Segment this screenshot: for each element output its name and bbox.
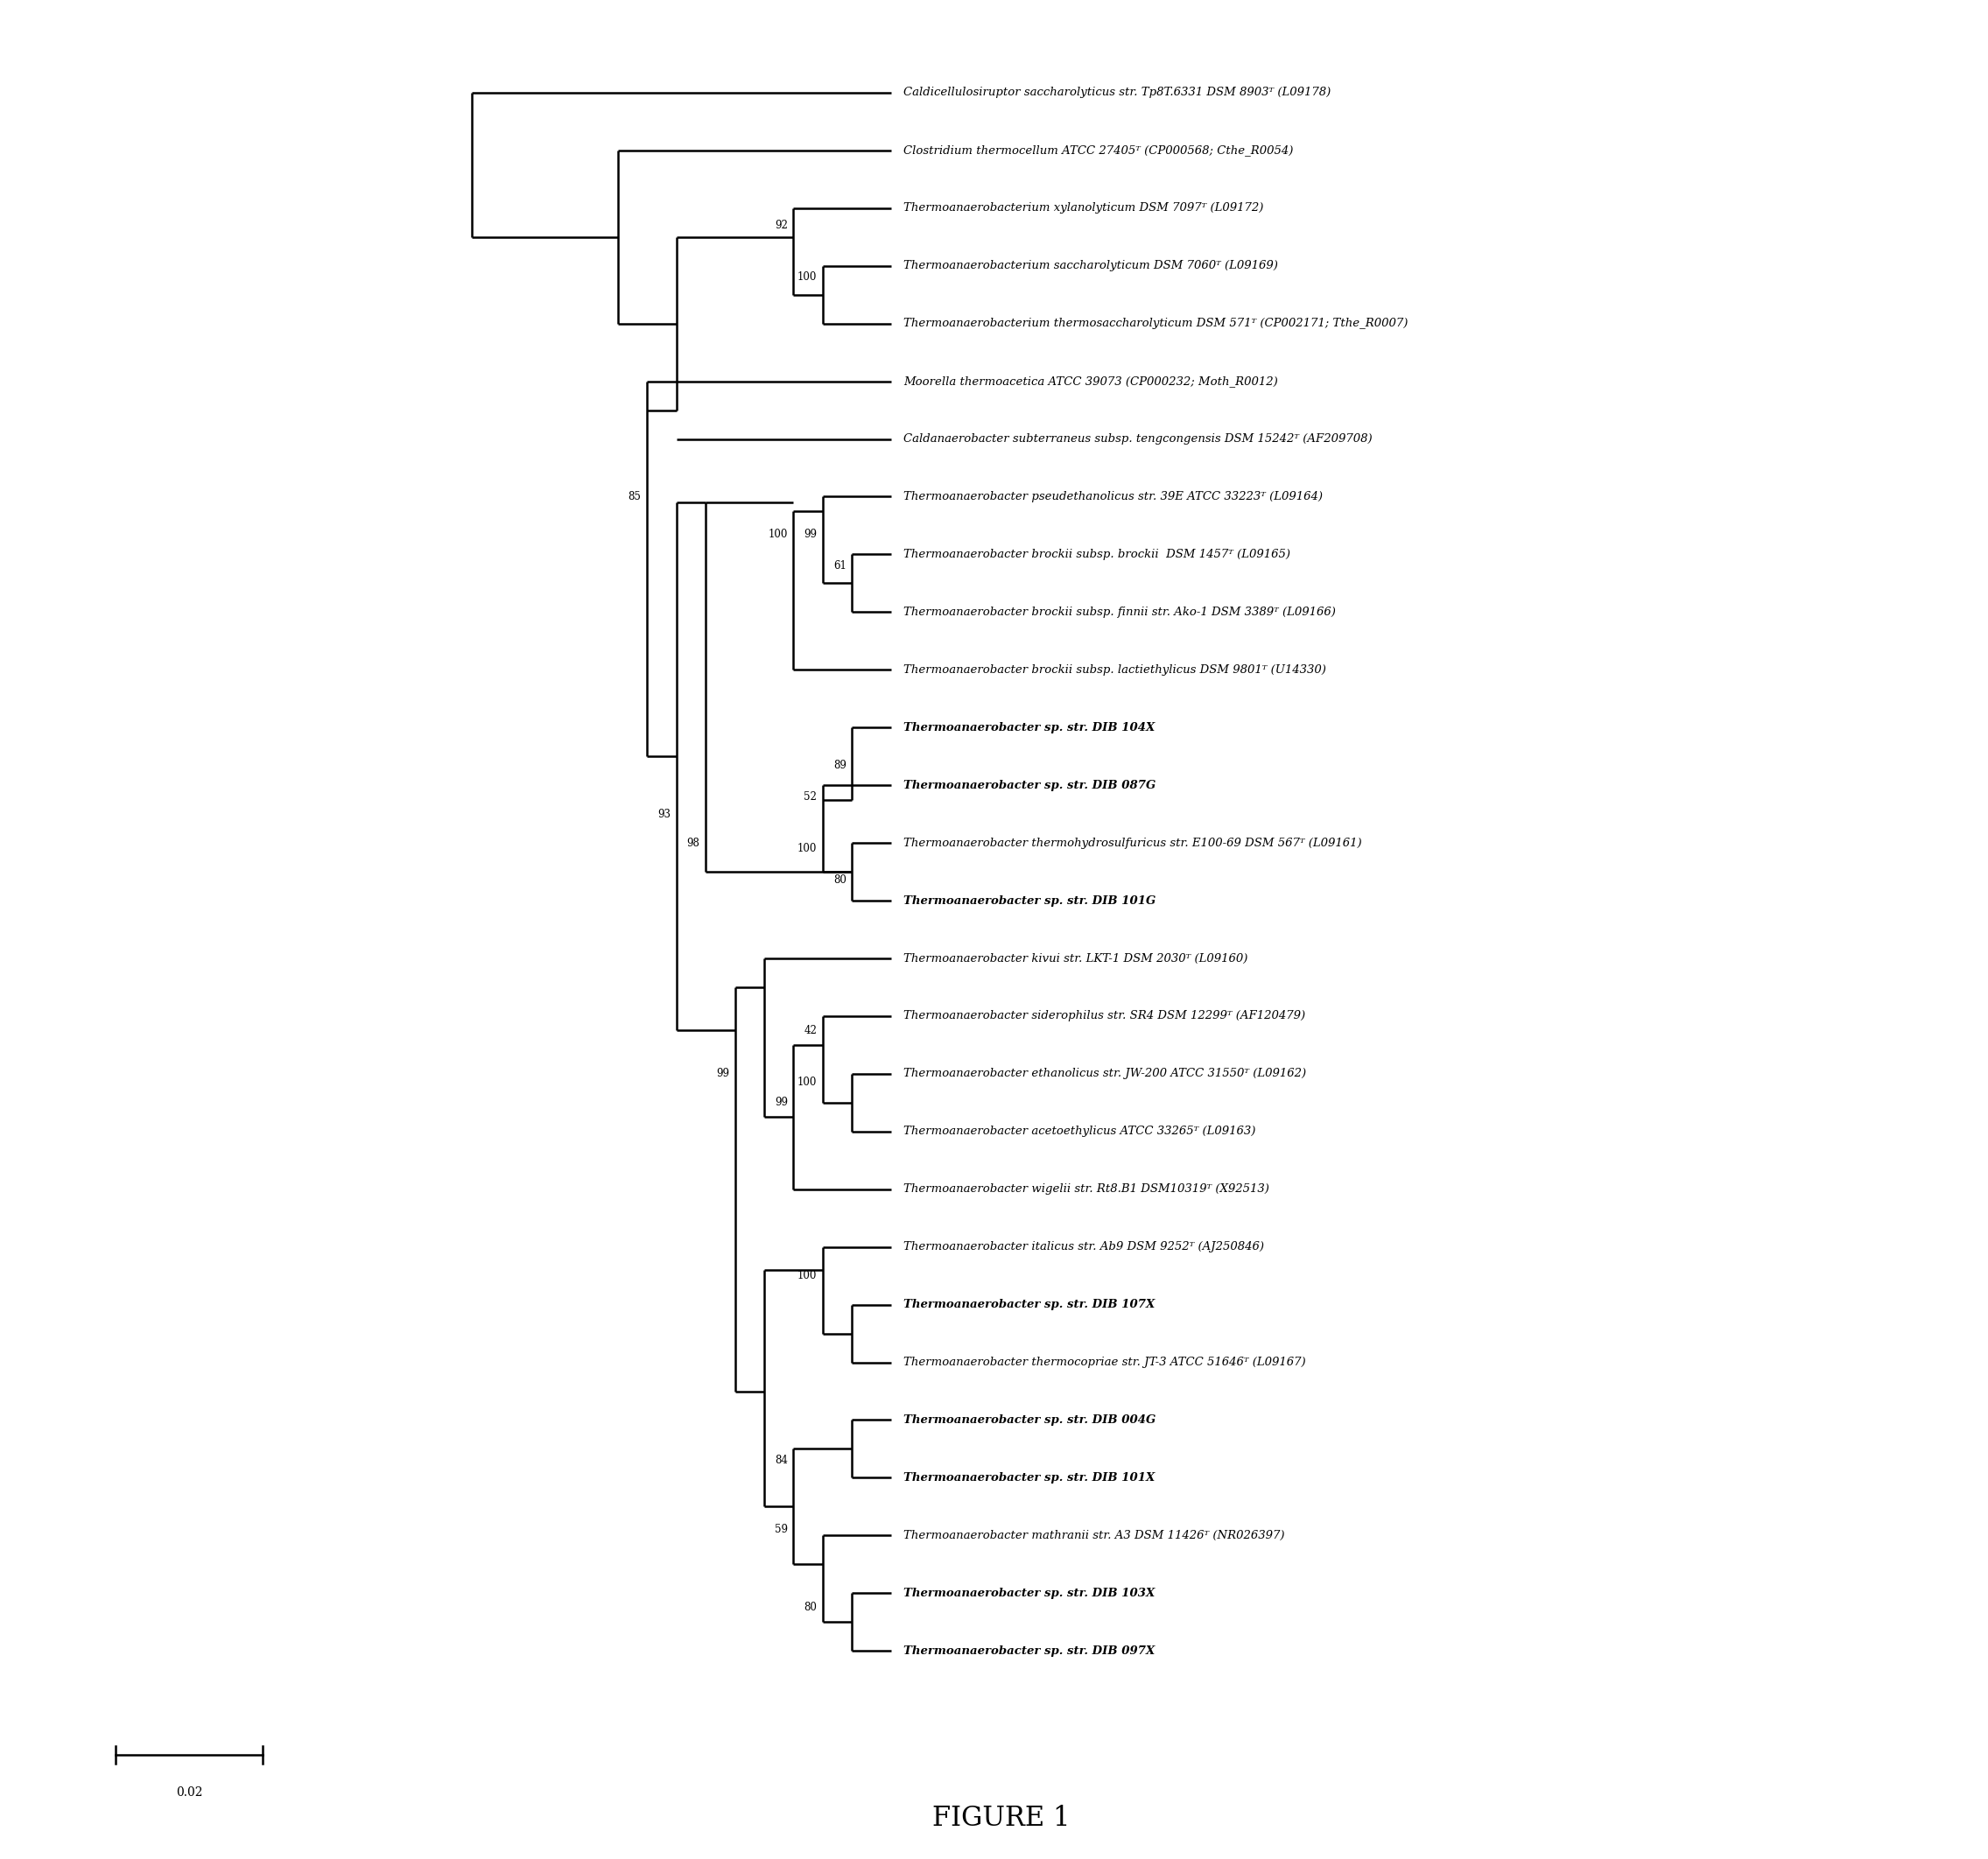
Text: 0.02: 0.02 [175,1786,203,1800]
Text: 98: 98 [686,837,700,848]
Text: 42: 42 [803,1024,817,1035]
Text: Caldanaerobacter subterraneus subsp. tengcongensis DSM 15242ᵀ (AF209708): Caldanaerobacter subterraneus subsp. ten… [903,433,1372,444]
Text: 100: 100 [797,1270,817,1281]
Text: 85: 85 [628,491,642,502]
Text: 80: 80 [833,876,847,887]
Text: Thermoanaerobacter mathranii str. A3 DSM 11426ᵀ (NR026397): Thermoanaerobacter mathranii str. A3 DSM… [903,1530,1284,1541]
Text: 100: 100 [797,842,817,855]
Text: 93: 93 [658,809,670,820]
Text: Thermoanaerobacter brockii subsp. brockii  DSM 1457ᵀ (L09165): Thermoanaerobacter brockii subsp. brocki… [903,548,1290,560]
Text: Thermoanaerobacter pseudethanolicus str. 39E ATCC 33223ᵀ (L09164): Thermoanaerobacter pseudethanolicus str.… [903,491,1322,502]
Text: Thermoanaerobacter sp. str. DIB 097X: Thermoanaerobacter sp. str. DIB 097X [903,1645,1155,1656]
Text: Thermoanaerobacter sp. str. DIB 104X: Thermoanaerobacter sp. str. DIB 104X [903,721,1155,732]
Text: Thermoanaerobacter thermohydrosulfuricus str. E100-69 DSM 567ᵀ (L09161): Thermoanaerobacter thermohydrosulfuricus… [903,837,1362,848]
Text: Thermoanaerobacter brockii subsp. finnii str. Ako-1 DSM 3389ᵀ (L09166): Thermoanaerobacter brockii subsp. finnii… [903,606,1336,617]
Text: Thermoanaerobacter ethanolicus str. JW-200 ATCC 31550ᵀ (L09162): Thermoanaerobacter ethanolicus str. JW-2… [903,1069,1306,1080]
Text: Thermoanaerobacter sp. str. DIB 101X: Thermoanaerobacter sp. str. DIB 101X [903,1472,1155,1483]
Text: 100: 100 [797,1076,817,1088]
Text: 59: 59 [775,1524,787,1536]
Text: FIGURE 1: FIGURE 1 [932,1805,1070,1831]
Text: Thermoanaerobacter wigelii str. Rt8.B1 DSM10319ᵀ (X92513): Thermoanaerobacter wigelii str. Rt8.B1 D… [903,1184,1268,1195]
Text: Caldicellulosiruptor saccharolyticus str. Tp8T.6331 DSM 8903ᵀ (L09178): Caldicellulosiruptor saccharolyticus str… [903,87,1330,99]
Text: 80: 80 [803,1602,817,1614]
Text: Thermoanaerobacter sp. str. DIB 101G: Thermoanaerobacter sp. str. DIB 101G [903,894,1155,907]
Text: 99: 99 [716,1069,730,1080]
Text: 92: 92 [775,219,787,231]
Text: Thermoanaerobacter sp. str. DIB 103X: Thermoanaerobacter sp. str. DIB 103X [903,1588,1155,1599]
Text: Moorella thermoacetica ATCC 39073 (CP000232; Moth_R0012): Moorella thermoacetica ATCC 39073 (CP000… [903,376,1278,387]
Text: Thermoanaerobacter acetoethylicus ATCC 33265ᵀ (L09163): Thermoanaerobacter acetoethylicus ATCC 3… [903,1127,1256,1138]
Text: Thermoanaerobacter sp. str. DIB 004G: Thermoanaerobacter sp. str. DIB 004G [903,1415,1155,1426]
Text: Thermoanaerobacter thermocopriae str. JT-3 ATCC 51646ᵀ (L09167): Thermoanaerobacter thermocopriae str. JT… [903,1357,1306,1368]
Text: 100: 100 [797,271,817,283]
Text: 99: 99 [803,528,817,539]
Text: Thermoanaerobacter italicus str. Ab9 DSM 9252ᵀ (AJ250846): Thermoanaerobacter italicus str. Ab9 DSM… [903,1242,1264,1253]
Text: 100: 100 [767,528,787,539]
Text: 89: 89 [833,758,847,771]
Text: Thermoanaerobacter sp. str. DIB 107X: Thermoanaerobacter sp. str. DIB 107X [903,1299,1155,1311]
Text: Thermoanaerobacterium xylanolyticum DSM 7097ᵀ (L09172): Thermoanaerobacterium xylanolyticum DSM … [903,203,1262,214]
Text: Thermoanaerobacter siderophilus str. SR4 DSM 12299ᵀ (AF120479): Thermoanaerobacter siderophilus str. SR4… [903,1011,1306,1022]
Text: Thermoanaerobacter brockii subsp. lactiethylicus DSM 9801ᵀ (U14330): Thermoanaerobacter brockii subsp. lactie… [903,664,1326,675]
Text: Clostridium thermocellum ATCC 27405ᵀ (CP000568; Cthe_R0054): Clostridium thermocellum ATCC 27405ᵀ (CP… [903,145,1292,156]
Text: 61: 61 [833,560,847,571]
Text: 99: 99 [775,1097,787,1108]
Text: Thermoanaerobacterium thermosaccharolyticum DSM 571ᵀ (CP002171; Tthe_R0007): Thermoanaerobacterium thermosaccharolyti… [903,318,1408,329]
Text: 52: 52 [803,792,817,803]
Text: 84: 84 [775,1456,787,1467]
Text: Thermoanaerobacterium saccharolyticum DSM 7060ᵀ (L09169): Thermoanaerobacterium saccharolyticum DS… [903,260,1278,271]
Text: Thermoanaerobacter sp. str. DIB 087G: Thermoanaerobacter sp. str. DIB 087G [903,779,1155,790]
Text: Thermoanaerobacter kivui str. LKT-1 DSM 2030ᵀ (L09160): Thermoanaerobacter kivui str. LKT-1 DSM … [903,952,1248,965]
